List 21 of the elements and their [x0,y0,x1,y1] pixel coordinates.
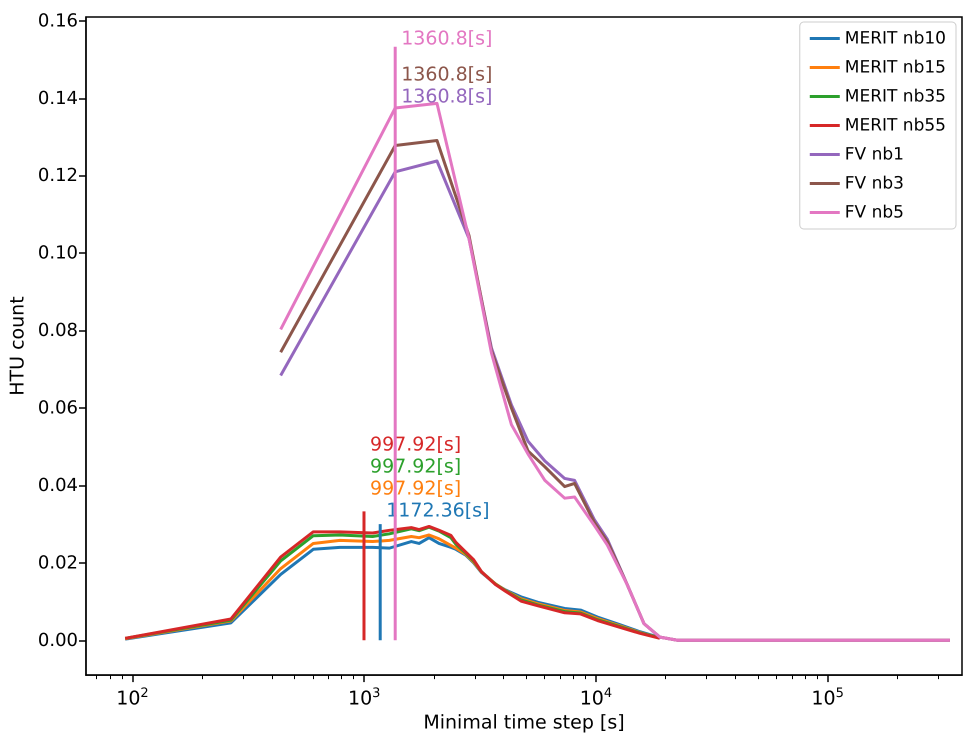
legend-label: FV nb5 [844,202,904,222]
legend-label: MERIT nb55 [844,116,946,136]
y-axis-title: HTU count [6,296,28,396]
legend-label: FV nb3 [844,174,904,194]
y-tick-label: 0.00 [38,630,78,651]
legend-label: MERIT nb35 [844,86,946,106]
y-tick-label: 0.08 [38,320,78,342]
y-tick-label: 0.06 [38,397,78,418]
annotation: 1360.8[s] [401,27,492,50]
y-tick-label: 0.02 [38,552,78,574]
legend-label: FV nb1 [844,144,904,164]
y-tick-label: 0.12 [38,165,78,186]
y-tick-label: 0.16 [38,10,78,32]
y-tick-label: 0.14 [38,88,78,109]
legend-label: MERIT nb10 [844,28,946,48]
x-axis-title: Minimal time step [s] [423,712,625,734]
annotation: 1360.8[s] [401,85,492,108]
legend-label: MERIT nb15 [844,58,946,78]
annotation: 1360.8[s] [401,63,492,86]
y-tick-label: 0.04 [38,474,78,496]
y-tick-label: 0.10 [38,242,78,264]
